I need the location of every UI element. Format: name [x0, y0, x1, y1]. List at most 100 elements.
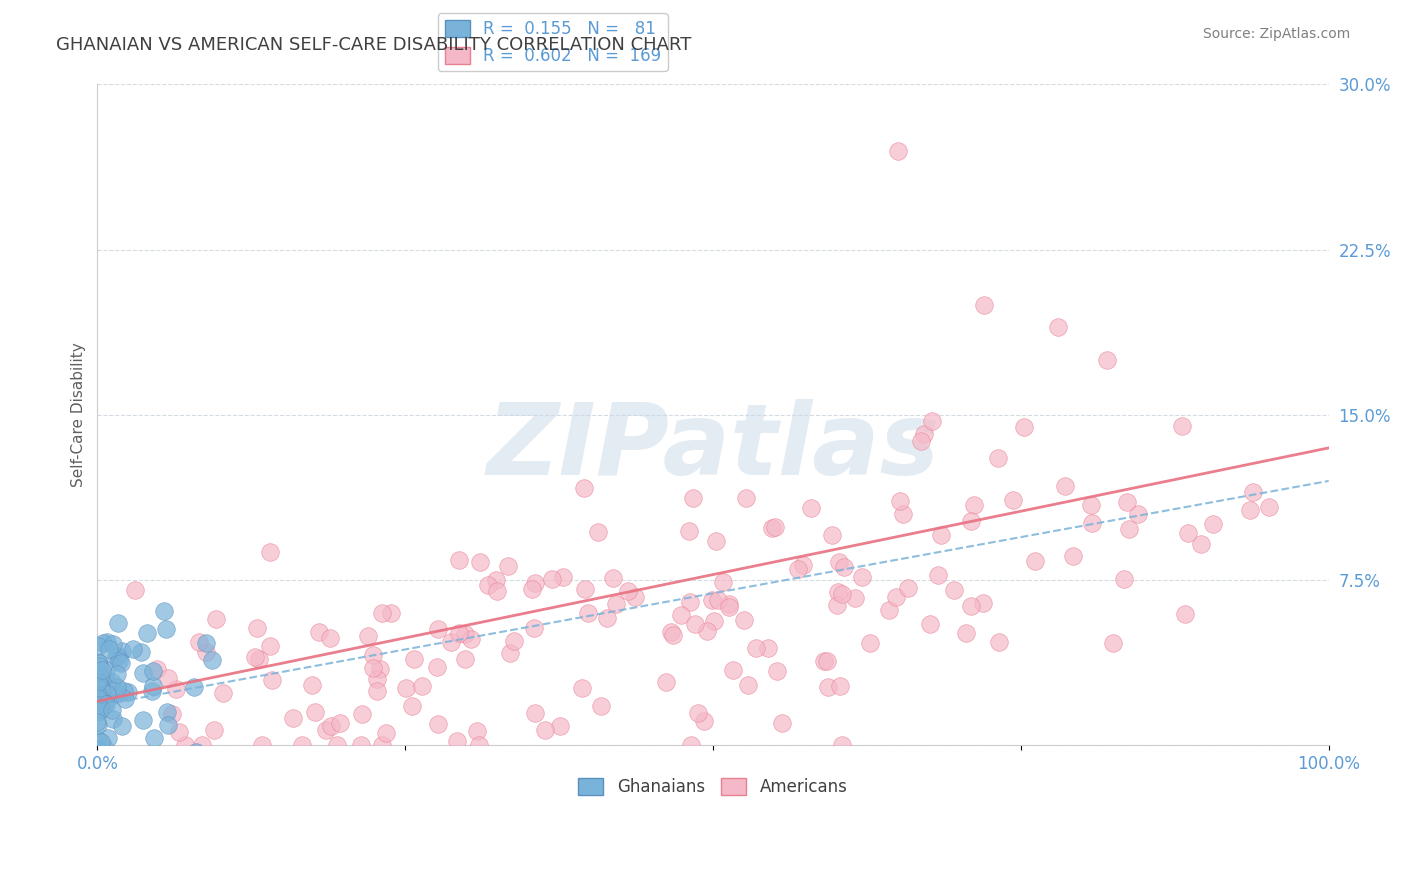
Point — [366, 672, 388, 686]
Point — [540, 572, 562, 586]
Point — [361, 661, 384, 675]
Point — [616, 584, 638, 599]
Point — [851, 570, 873, 584]
Point — [1201, 517, 1223, 532]
Point — [733, 613, 755, 627]
Point — [1177, 525, 1199, 540]
Point — [105, 680, 128, 694]
Point — [191, 739, 214, 753]
Point — [401, 698, 423, 713]
Point — [884, 590, 907, 604]
Point — [246, 621, 269, 635]
Point — [156, 705, 179, 719]
Point — [551, 570, 574, 584]
Point — [485, 574, 508, 588]
Point — [100, 748, 122, 763]
Point — [721, 663, 744, 677]
Y-axis label: Self-Care Disability: Self-Care Disability — [72, 343, 86, 487]
Point — [107, 649, 129, 664]
Point — [524, 576, 547, 591]
Point — [165, 682, 187, 697]
Point — [602, 571, 624, 585]
Point — [184, 745, 207, 759]
Point — [815, 655, 838, 669]
Point — [960, 514, 983, 528]
Point — [1112, 572, 1135, 586]
Point — [886, 144, 908, 158]
Point — [122, 642, 145, 657]
Point — [97, 731, 120, 745]
Point — [661, 627, 683, 641]
Point — [371, 607, 394, 621]
Point — [891, 507, 914, 521]
Point — [447, 626, 470, 640]
Point — [918, 616, 941, 631]
Point — [718, 597, 741, 611]
Point — [105, 667, 128, 681]
Point — [93, 696, 115, 710]
Point — [703, 614, 725, 628]
Point — [90, 702, 112, 716]
Point — [91, 698, 114, 713]
Point — [745, 641, 768, 656]
Point — [502, 634, 524, 648]
Point — [380, 606, 402, 620]
Point — [357, 629, 380, 643]
Point — [942, 583, 965, 598]
Point — [259, 545, 281, 559]
Point — [108, 654, 131, 668]
Point — [87, 681, 110, 695]
Point — [89, 679, 111, 693]
Point — [825, 598, 848, 612]
Point — [960, 599, 983, 613]
Point — [183, 680, 205, 694]
Point — [499, 646, 522, 660]
Point — [859, 636, 882, 650]
Point — [136, 626, 159, 640]
Point — [90, 681, 112, 696]
Point — [91, 692, 114, 706]
Point — [411, 679, 433, 693]
Point — [90, 678, 112, 692]
Point — [827, 585, 849, 599]
Point — [426, 659, 449, 673]
Point — [460, 632, 482, 647]
Point — [522, 582, 544, 596]
Point — [654, 674, 676, 689]
Point — [117, 685, 139, 699]
Point — [1189, 537, 1212, 551]
Point — [576, 606, 599, 620]
Point — [87, 678, 110, 692]
Point — [693, 714, 716, 728]
Point — [524, 706, 547, 720]
Point — [187, 635, 209, 649]
Point — [319, 719, 342, 733]
Point — [1095, 352, 1118, 367]
Point — [686, 706, 709, 720]
Point — [702, 592, 724, 607]
Point — [679, 594, 702, 608]
Point — [96, 687, 118, 701]
Point — [588, 525, 610, 540]
Point — [91, 636, 114, 650]
Point — [844, 591, 866, 606]
Point — [988, 634, 1011, 648]
Point — [711, 575, 734, 590]
Point — [87, 733, 110, 747]
Point — [90, 702, 112, 716]
Point — [678, 524, 700, 538]
Point — [114, 691, 136, 706]
Point — [174, 739, 197, 753]
Point — [571, 681, 593, 696]
Point — [104, 648, 127, 663]
Point — [605, 597, 627, 611]
Point — [86, 692, 108, 706]
Point — [91, 690, 114, 705]
Point — [929, 528, 952, 542]
Point — [921, 414, 943, 428]
Point — [107, 615, 129, 630]
Point — [683, 617, 706, 632]
Point — [97, 641, 120, 656]
Point — [368, 662, 391, 676]
Point — [467, 724, 489, 739]
